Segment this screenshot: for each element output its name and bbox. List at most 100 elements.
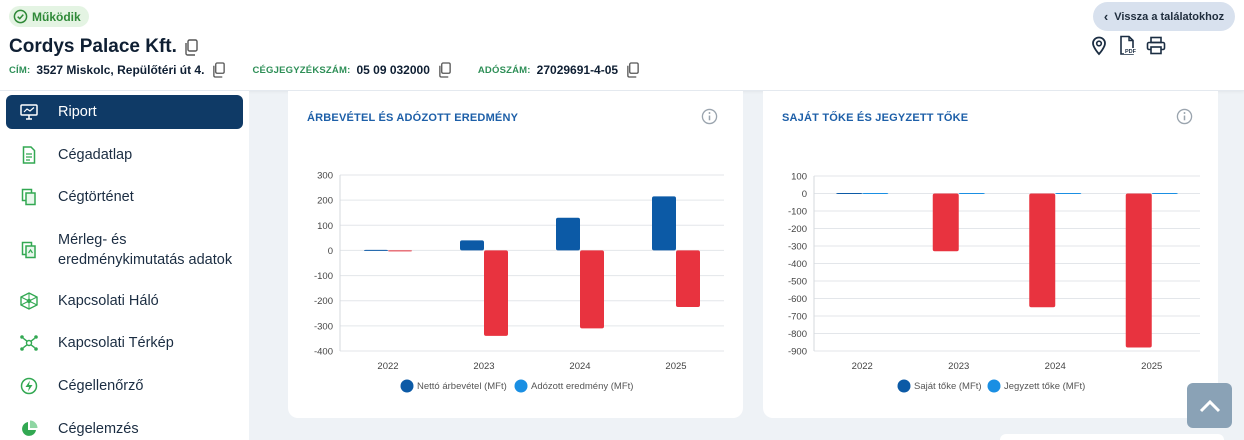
back-button-label: Vissza a találatokhoz: [1114, 10, 1225, 23]
sidebar-item-riport[interactable]: Riport: [6, 95, 243, 129]
address-value: 3527 Miskolc, Repülőtéri út 4.: [36, 63, 205, 77]
sidebar-item-kapcsolati-halo[interactable]: Kapcsolati Háló: [6, 289, 243, 313]
y-tick-label: -700: [788, 312, 807, 323]
legend-swatch: [987, 379, 1001, 393]
check-circle-icon: [13, 9, 28, 24]
revenue-chart-card: ÁRBEVÉTEL ÉS ADÓZOTT EREDMÉNY 300 200 100 0…: [288, 91, 743, 418]
svg-text:PDF: PDF: [1125, 49, 1136, 55]
map-pin-icon[interactable]: [1090, 36, 1108, 56]
equity-chart: 100 0 -100 -200 -300 -400 -500 -600 -700 -800 -900…: [788, 172, 1200, 393]
sidebar-item-label-line1: Mérleg- és: [58, 232, 127, 248]
copy-docs-icon: [19, 187, 39, 207]
chart-title: SAJÁT TŐKE ÉS JEGYZETT TŐKE: [782, 112, 969, 124]
sidebar-nav: Riport Cégadatlap Cégtörténet Mérleg- és…: [0, 91, 249, 440]
bar: [1055, 192, 1082, 194]
bar: [388, 250, 412, 252]
chevron-up-icon: [1199, 399, 1220, 412]
copy-tax-icon[interactable]: [626, 62, 640, 78]
document-icon: [19, 145, 39, 165]
legend-label: Saját tőke (MFt): [914, 381, 982, 392]
toolbar: PDF: [1090, 35, 1166, 56]
y-tick-label: -800: [788, 329, 807, 340]
y-tick-label: 0: [802, 189, 807, 200]
company-name: Cordys Palace Kft.: [9, 36, 177, 57]
y-tick-label: 0: [328, 246, 333, 257]
company-title: Cordys Palace Kft.: [9, 36, 199, 58]
bar: [364, 249, 388, 251]
print-icon[interactable]: [1146, 36, 1166, 55]
sidebar-item-merleg[interactable]: Mérleg- és eredménykimutatás adatok: [6, 229, 243, 271]
bar: [652, 196, 676, 251]
y-tick-label: -900: [788, 347, 807, 358]
bar: [1151, 192, 1178, 194]
tax-label: ADÓSZÁM:: [477, 64, 531, 76]
bar: [862, 192, 889, 194]
y-tick-label: -300: [314, 321, 333, 332]
bar: [836, 192, 863, 194]
legend-swatch: [897, 379, 911, 393]
pie-chart-icon: [19, 419, 39, 439]
back-to-results-button[interactable]: ‹ Vissza a találatokhoz: [1093, 2, 1235, 31]
bar: [580, 250, 604, 329]
status-label: Működik: [32, 9, 81, 24]
copy-regno-icon[interactable]: [438, 62, 452, 78]
revenue-chart: 300 200 100 0 -100 -200 -300 -400 2022 2023 2024 20…: [314, 171, 724, 393]
monitor-icon: [19, 102, 39, 122]
pdf-icon[interactable]: PDF: [1118, 35, 1136, 56]
regno-label: CÉGJEGYZÉKSZÁM:: [252, 64, 351, 76]
legend-label: Nettó árbevétel (MFt): [417, 381, 507, 392]
x-tick-label: 2022: [852, 361, 873, 372]
legend-swatch: [400, 379, 414, 393]
bolt-check-icon: [19, 376, 39, 396]
sidebar-item-label-line2: eredménykimutatás adatok: [58, 252, 233, 268]
x-tick-label: 2025: [1141, 361, 1162, 372]
sidebar-item-label: Kapcsolati Térkép: [58, 335, 174, 351]
network-icon: [19, 291, 39, 311]
y-tick-label: -400: [314, 347, 333, 358]
bar: [958, 192, 985, 194]
balance-doc-icon: [19, 240, 39, 260]
bar: [932, 193, 959, 252]
bar: [484, 250, 508, 336]
y-tick-label: -500: [788, 277, 807, 288]
x-tick-label: 2022: [377, 361, 398, 372]
sidebar-item-label: Cégelemzés: [58, 421, 139, 437]
scroll-to-top-button[interactable]: [1187, 383, 1232, 428]
company-meta: CÍM: 3527 Miskolc, Repülőtéri út 4. CÉGJ…: [9, 62, 666, 78]
sidebar-item-cegadatlap[interactable]: Cégadatlap: [6, 143, 243, 167]
sidebar-item-label: Cégellenőrző: [58, 378, 144, 394]
sidebar-item-label: Mérleg- és eredménykimutatás adatok: [58, 230, 232, 270]
y-tick-label: 100: [791, 172, 807, 183]
y-tick-label: -400: [788, 259, 807, 270]
sidebar-item-cegellenorzo[interactable]: Cégellenőrző: [6, 374, 243, 398]
copy-icon[interactable]: [184, 38, 199, 56]
sidebar-item-kapcsolati-terkep[interactable]: Kapcsolati Térkép: [6, 331, 243, 355]
sidebar-item-label: Cégtörténet: [58, 189, 134, 205]
legend-label: Jegyzett tőke (MFt): [1004, 381, 1085, 392]
info-icon[interactable]: [1176, 108, 1193, 125]
y-tick-label: 300: [317, 171, 333, 182]
chevron-left-icon: ‹: [1103, 9, 1109, 24]
bar: [676, 250, 700, 307]
bar: [556, 217, 580, 251]
tax-value: 27029691-4-05: [536, 63, 619, 77]
chart-title: ÁRBEVÉTEL ÉS ADÓZOTT EREDMÉNY: [307, 112, 519, 124]
copy-address-icon[interactable]: [212, 62, 226, 78]
x-tick-label: 2025: [665, 361, 686, 372]
y-tick-label: -200: [788, 224, 807, 235]
equity-chart-card: SAJÁT TŐKE ÉS JEGYZETT TŐKE 100 0 -100 -200…: [763, 91, 1218, 418]
y-tick-label: -600: [788, 294, 807, 305]
sidebar-item-cegtortenet[interactable]: Cégtörténet: [6, 185, 243, 209]
info-icon[interactable]: [701, 108, 718, 125]
x-tick-label: 2023: [948, 361, 969, 372]
next-card-edge: [1000, 434, 1224, 440]
sidebar-item-label: Cégadatlap: [58, 147, 133, 163]
sidebar-item-cegelemzes[interactable]: Cégelemzés: [6, 417, 243, 440]
y-tick-label: -200: [314, 296, 333, 307]
legend-swatch: [514, 379, 528, 393]
bar: [1125, 193, 1152, 348]
x-tick-label: 2024: [569, 361, 590, 372]
bar: [460, 240, 484, 251]
y-tick-label: 200: [317, 196, 333, 207]
y-tick-label: -300: [788, 242, 807, 253]
